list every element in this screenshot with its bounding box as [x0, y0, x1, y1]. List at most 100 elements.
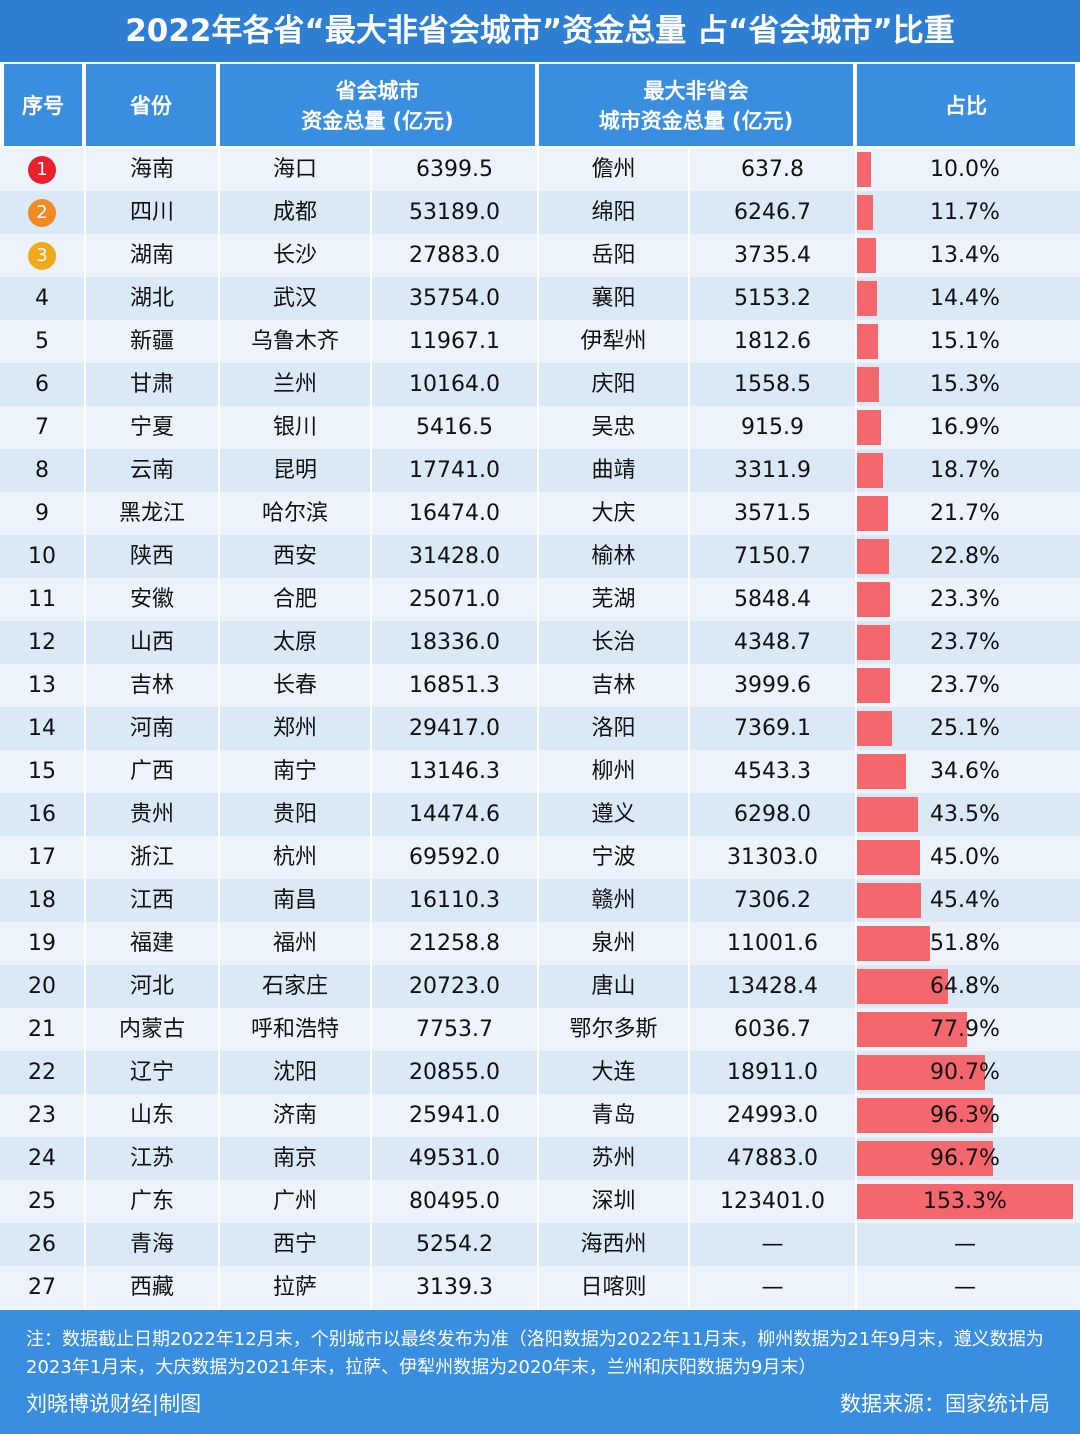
- table-cell: 洛阳: [537, 707, 688, 750]
- table-row: 13 吉林 长春 16851.3 吉林 3999.6 23.7%: [0, 664, 1080, 707]
- table-row: 16 贵州 贵阳 14474.6 遵义 6298.0 43.5%: [0, 793, 1080, 836]
- table-cell: 1812.6: [688, 320, 855, 363]
- rank-medal: 3: [28, 242, 56, 270]
- table-cell: 吉林: [84, 664, 218, 707]
- share-label: —: [954, 1232, 976, 1257]
- table-cell: 3999.6: [688, 664, 855, 707]
- table-cell: 河北: [84, 965, 218, 1008]
- table-cell: 5848.4: [688, 578, 855, 621]
- share-bar: [857, 668, 891, 703]
- share-cell: [855, 1180, 1075, 1223]
- table-cell: 遵义: [537, 793, 688, 836]
- table-cell: 曲靖: [537, 449, 688, 492]
- share-bar: [857, 754, 906, 789]
- table-cell: 80495.0: [370, 1180, 537, 1223]
- table-cell: 襄阳: [537, 277, 688, 320]
- header-cell: 占比: [857, 64, 1075, 146]
- table-cell: 黑龙江: [84, 492, 218, 535]
- table-cell: 20855.0: [370, 1051, 537, 1094]
- table-cell: 庆阳: [537, 363, 688, 406]
- share-bar: [857, 582, 890, 617]
- table-cell: 915.9: [688, 406, 855, 449]
- table-cell: 21258.8: [370, 922, 537, 965]
- rank-cell: 4: [35, 286, 49, 311]
- table-cell: 10164.0: [370, 363, 537, 406]
- table-cell: 太原: [218, 621, 370, 664]
- table-cell: 郑州: [218, 707, 370, 750]
- share-label: 15.1%: [930, 329, 1000, 354]
- table-row: 14 河南 郑州 29417.0 洛阳 7369.1 25.1%: [0, 707, 1080, 750]
- table-cell: 西宁: [218, 1223, 370, 1266]
- share-cell: [855, 750, 1075, 793]
- table-cell: 沈阳: [218, 1051, 370, 1094]
- rank-cell: 17: [28, 845, 56, 870]
- table-cell: 47883.0: [688, 1137, 855, 1180]
- table-cell: 1558.5: [688, 363, 855, 406]
- header-text: 占比: [945, 94, 987, 118]
- table-cell: 广州: [218, 1180, 370, 1223]
- table-cell: 6298.0: [688, 793, 855, 836]
- table-cell: 湖北: [84, 277, 218, 320]
- share-cell: [855, 320, 1075, 363]
- share-bar: [857, 625, 891, 660]
- share-bar: [857, 1098, 993, 1133]
- share-cell: [855, 234, 1075, 277]
- share-label: 14.4%: [930, 286, 1000, 311]
- share-bar: [857, 324, 879, 359]
- header-text: 最大非省会: [643, 79, 749, 103]
- table-row: 26 青海 西宁 5254.2 海西州 — —: [0, 1223, 1080, 1266]
- table-cell: 银川: [218, 406, 370, 449]
- table-cell: 江苏: [84, 1137, 218, 1180]
- share-label: 23.7%: [930, 630, 1000, 655]
- table-cell: 11967.1: [370, 320, 537, 363]
- table-row: 9 黑龙江 哈尔滨 16474.0 大庆 3571.5 21.7%: [0, 492, 1080, 535]
- table-cell: 柳州: [537, 750, 688, 793]
- table-row: 15 广西 南宁 13146.3 柳州 4543.3 34.6%: [0, 750, 1080, 793]
- share-bar: [857, 281, 878, 316]
- share-cell: [855, 406, 1075, 449]
- share-label: 34.6%: [930, 759, 1000, 784]
- table-cell: 贵州: [84, 793, 218, 836]
- share-cell: [855, 492, 1075, 535]
- table-cell: 25941.0: [370, 1094, 537, 1137]
- share-label: 77.9%: [930, 1017, 1000, 1042]
- rank-cell: 13: [28, 673, 56, 698]
- table-cell: 岳阳: [537, 234, 688, 277]
- share-bar: [857, 238, 876, 273]
- table-cell: 3311.9: [688, 449, 855, 492]
- table-cell: 南京: [218, 1137, 370, 1180]
- share-label: —: [954, 1275, 976, 1300]
- header-cell: 序号: [4, 64, 82, 146]
- share-bar: [857, 539, 890, 574]
- table-cell: 浙江: [84, 836, 218, 879]
- table-cell: 7150.7: [688, 535, 855, 578]
- table-row: 23 山东 济南 25941.0 青岛 24993.0 96.3%: [0, 1094, 1080, 1137]
- rank-cell: 10: [28, 544, 56, 569]
- rank-cell: 12: [28, 630, 56, 655]
- table-cell: 石家庄: [218, 965, 370, 1008]
- share-cell: [855, 1266, 1075, 1309]
- share-label: 43.5%: [930, 802, 1000, 827]
- share-label: 96.3%: [930, 1103, 1000, 1128]
- table-cell: 陕西: [84, 535, 218, 578]
- table-cell: 新疆: [84, 320, 218, 363]
- table-cell: —: [688, 1223, 855, 1266]
- table-cell: 贵阳: [218, 793, 370, 836]
- share-label: 45.0%: [930, 845, 1000, 870]
- table-cell: 广西: [84, 750, 218, 793]
- table-cell: 3139.3: [370, 1266, 537, 1309]
- share-label: 13.4%: [930, 243, 1000, 268]
- share-cell: [855, 836, 1075, 879]
- share-cell: [855, 1137, 1075, 1180]
- table-cell: 637.8: [688, 148, 855, 191]
- table-row: 7 宁夏 银川 5416.5 吴忠 915.9 16.9%: [0, 406, 1080, 449]
- table-cell: 24993.0: [688, 1094, 855, 1137]
- share-cell: [855, 191, 1075, 234]
- rank-cell: 24: [28, 1146, 56, 1171]
- table-cell: 安徽: [84, 578, 218, 621]
- share-label: 11.7%: [930, 200, 1000, 225]
- rank-cell: 14: [28, 716, 56, 741]
- table-cell: 苏州: [537, 1137, 688, 1180]
- header-text: 省份: [130, 94, 172, 118]
